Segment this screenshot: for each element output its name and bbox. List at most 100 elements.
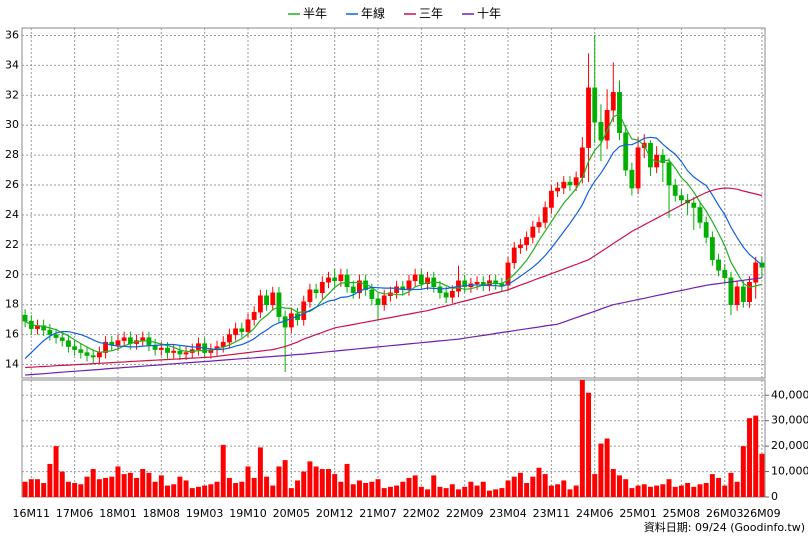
candle-body	[586, 87, 591, 148]
volume-bar	[350, 484, 356, 497]
volume-bar	[412, 475, 418, 497]
volume-bar	[326, 469, 331, 497]
volume-bar	[295, 480, 301, 497]
candle-body	[672, 184, 678, 196]
volume-bar	[146, 472, 152, 497]
candle-body	[66, 340, 71, 347]
volume-bar	[239, 481, 245, 497]
candle-body	[691, 202, 697, 208]
candle-body	[245, 319, 251, 332]
x-tick-label: 22M02	[403, 507, 441, 520]
volume-bar	[96, 479, 102, 497]
y-tick-label: 22	[5, 238, 19, 251]
ma-line	[25, 187, 763, 369]
candle-body	[524, 237, 530, 246]
volume-bar	[35, 479, 40, 497]
volume-tick-label: 30,000	[771, 414, 808, 427]
x-tick-label: 26M03	[706, 507, 744, 520]
candle-body	[617, 92, 622, 133]
candle-body	[115, 340, 121, 346]
volume-bar	[703, 483, 709, 497]
x-tick-label: 22M09	[446, 507, 484, 520]
volume-bar	[647, 486, 653, 497]
volume-bar	[654, 485, 660, 497]
volume-bar	[356, 480, 362, 497]
candle-body	[518, 244, 523, 249]
volume-bar	[158, 475, 164, 497]
volume-bar	[598, 443, 604, 497]
candle-body	[703, 222, 709, 238]
volume-bar	[307, 461, 313, 497]
candle-body	[666, 162, 672, 186]
candle-body	[604, 110, 610, 141]
candle-body	[338, 274, 344, 282]
volume-bar	[548, 485, 554, 497]
candle-body	[660, 154, 666, 163]
volume-bar	[747, 418, 752, 497]
volume-bar	[431, 475, 437, 497]
candle-body	[635, 147, 641, 189]
candle-body	[629, 169, 635, 189]
volume-bar	[183, 480, 189, 497]
y-tick-label: 20	[5, 268, 19, 281]
volume-bar	[542, 474, 548, 497]
volume-tick-label: 0	[771, 490, 778, 503]
volume-bar	[134, 477, 140, 497]
candle-body	[220, 341, 226, 347]
volume-bar	[282, 460, 288, 497]
candle-body	[332, 277, 338, 282]
volume-bar	[425, 489, 431, 497]
volume-bar	[524, 483, 530, 497]
volume-bar	[28, 479, 34, 497]
x-tick-label: 16M11	[13, 507, 51, 520]
candle-body	[697, 207, 703, 223]
candle-body	[41, 325, 47, 331]
volume-bar	[678, 485, 684, 497]
volume-bar	[474, 485, 480, 497]
candle-body	[369, 289, 375, 299]
x-tick-label: 25M01	[619, 507, 657, 520]
volume-bar	[47, 463, 53, 497]
volume-bar	[338, 481, 344, 497]
volume-bar	[127, 472, 133, 497]
volume-bar	[257, 447, 263, 497]
volume-bar	[109, 476, 115, 497]
candle-body	[462, 280, 468, 288]
volume-bar	[456, 489, 461, 497]
candle-body	[648, 142, 653, 168]
volume-bar	[499, 488, 505, 497]
volume-bar	[245, 466, 251, 497]
volume-bar	[214, 481, 220, 497]
candle-body	[165, 347, 170, 353]
candle-body	[158, 347, 164, 350]
volume-bar	[517, 472, 523, 497]
y-tick-label: 24	[5, 208, 19, 221]
volume-bar	[443, 488, 449, 497]
volume-bar	[78, 484, 84, 497]
candle-body	[443, 292, 449, 298]
volume-bar	[536, 467, 542, 497]
volume-bar	[288, 488, 294, 497]
candle-body	[276, 292, 282, 317]
volume-bar	[511, 476, 517, 497]
candle-body	[678, 195, 684, 201]
candle-body	[394, 286, 400, 293]
legend-label: 三年	[419, 7, 443, 21]
volume-bar	[90, 469, 96, 497]
volume-bar	[319, 469, 325, 497]
volume-bar	[381, 488, 387, 497]
candle-body	[171, 350, 177, 353]
volume-panel	[21, 379, 766, 498]
y-tick-label: 34	[5, 58, 19, 71]
volume-bar	[220, 444, 226, 497]
y-tick-label: 26	[5, 178, 19, 191]
x-tick-label: 19M10	[229, 507, 267, 520]
candle-body	[542, 207, 548, 223]
volume-bar	[672, 486, 678, 497]
candle-body	[196, 343, 201, 350]
candle-body	[140, 337, 146, 341]
volume-bar	[400, 481, 406, 497]
volume-bar	[189, 488, 195, 497]
candle-body	[90, 355, 96, 358]
